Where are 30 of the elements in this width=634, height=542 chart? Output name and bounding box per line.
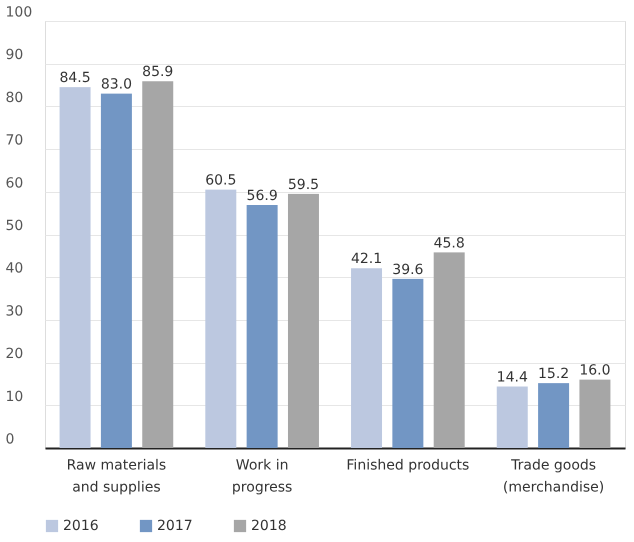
data-label: 39.6 xyxy=(392,262,424,278)
data-label: 59.5 xyxy=(288,176,320,193)
data-label: 16.0 xyxy=(579,362,611,379)
y-tick-label: 80 xyxy=(6,90,24,106)
x-tick-label: Work in progress xyxy=(232,458,292,496)
data-label: 45.8 xyxy=(434,235,465,252)
data-label: 60.5 xyxy=(205,172,236,189)
y-tick-label: 70 xyxy=(6,132,24,149)
data-label: 42.1 xyxy=(350,251,382,268)
data-label: 85.9 xyxy=(142,64,174,80)
x-tick-label: Trade goods (merchandise) xyxy=(502,458,604,496)
y-tick-label: 90 xyxy=(6,47,24,64)
y-tick-label: 50 xyxy=(6,218,24,234)
data-label: 83.0 xyxy=(100,76,132,93)
y-tick-label: 100 xyxy=(6,4,32,20)
y-tick-label: 10 xyxy=(6,388,24,405)
y-tick-label: 20 xyxy=(6,346,24,362)
y-tick-label: 40 xyxy=(6,260,24,277)
x-tick-label: Raw materials and supplies xyxy=(66,458,166,496)
y-tick-label: 30 xyxy=(6,303,24,320)
x-tick-label: Finished products xyxy=(346,458,470,474)
legend-label: 2016 xyxy=(63,518,99,534)
legend-label: 2017 xyxy=(157,518,193,534)
data-label: 14.4 xyxy=(496,370,528,386)
data-label: 56.9 xyxy=(246,188,278,204)
y-tick-label: 60 xyxy=(6,175,24,192)
y-tick-label: 0 xyxy=(6,432,14,448)
data-label: 84.5 xyxy=(59,70,91,86)
legend-label: 2018 xyxy=(251,518,287,534)
data-label: 15.2 xyxy=(538,366,570,382)
